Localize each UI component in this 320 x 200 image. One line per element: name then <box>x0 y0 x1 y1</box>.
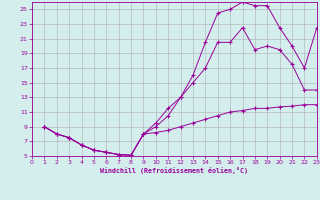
X-axis label: Windchill (Refroidissement éolien,°C): Windchill (Refroidissement éolien,°C) <box>100 167 248 174</box>
